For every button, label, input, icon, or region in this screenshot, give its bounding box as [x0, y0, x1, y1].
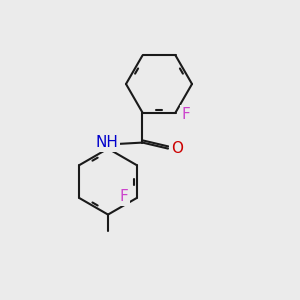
Text: F: F	[182, 106, 190, 122]
Text: NH: NH	[96, 135, 118, 150]
Text: O: O	[171, 141, 183, 156]
Text: F: F	[120, 189, 128, 204]
